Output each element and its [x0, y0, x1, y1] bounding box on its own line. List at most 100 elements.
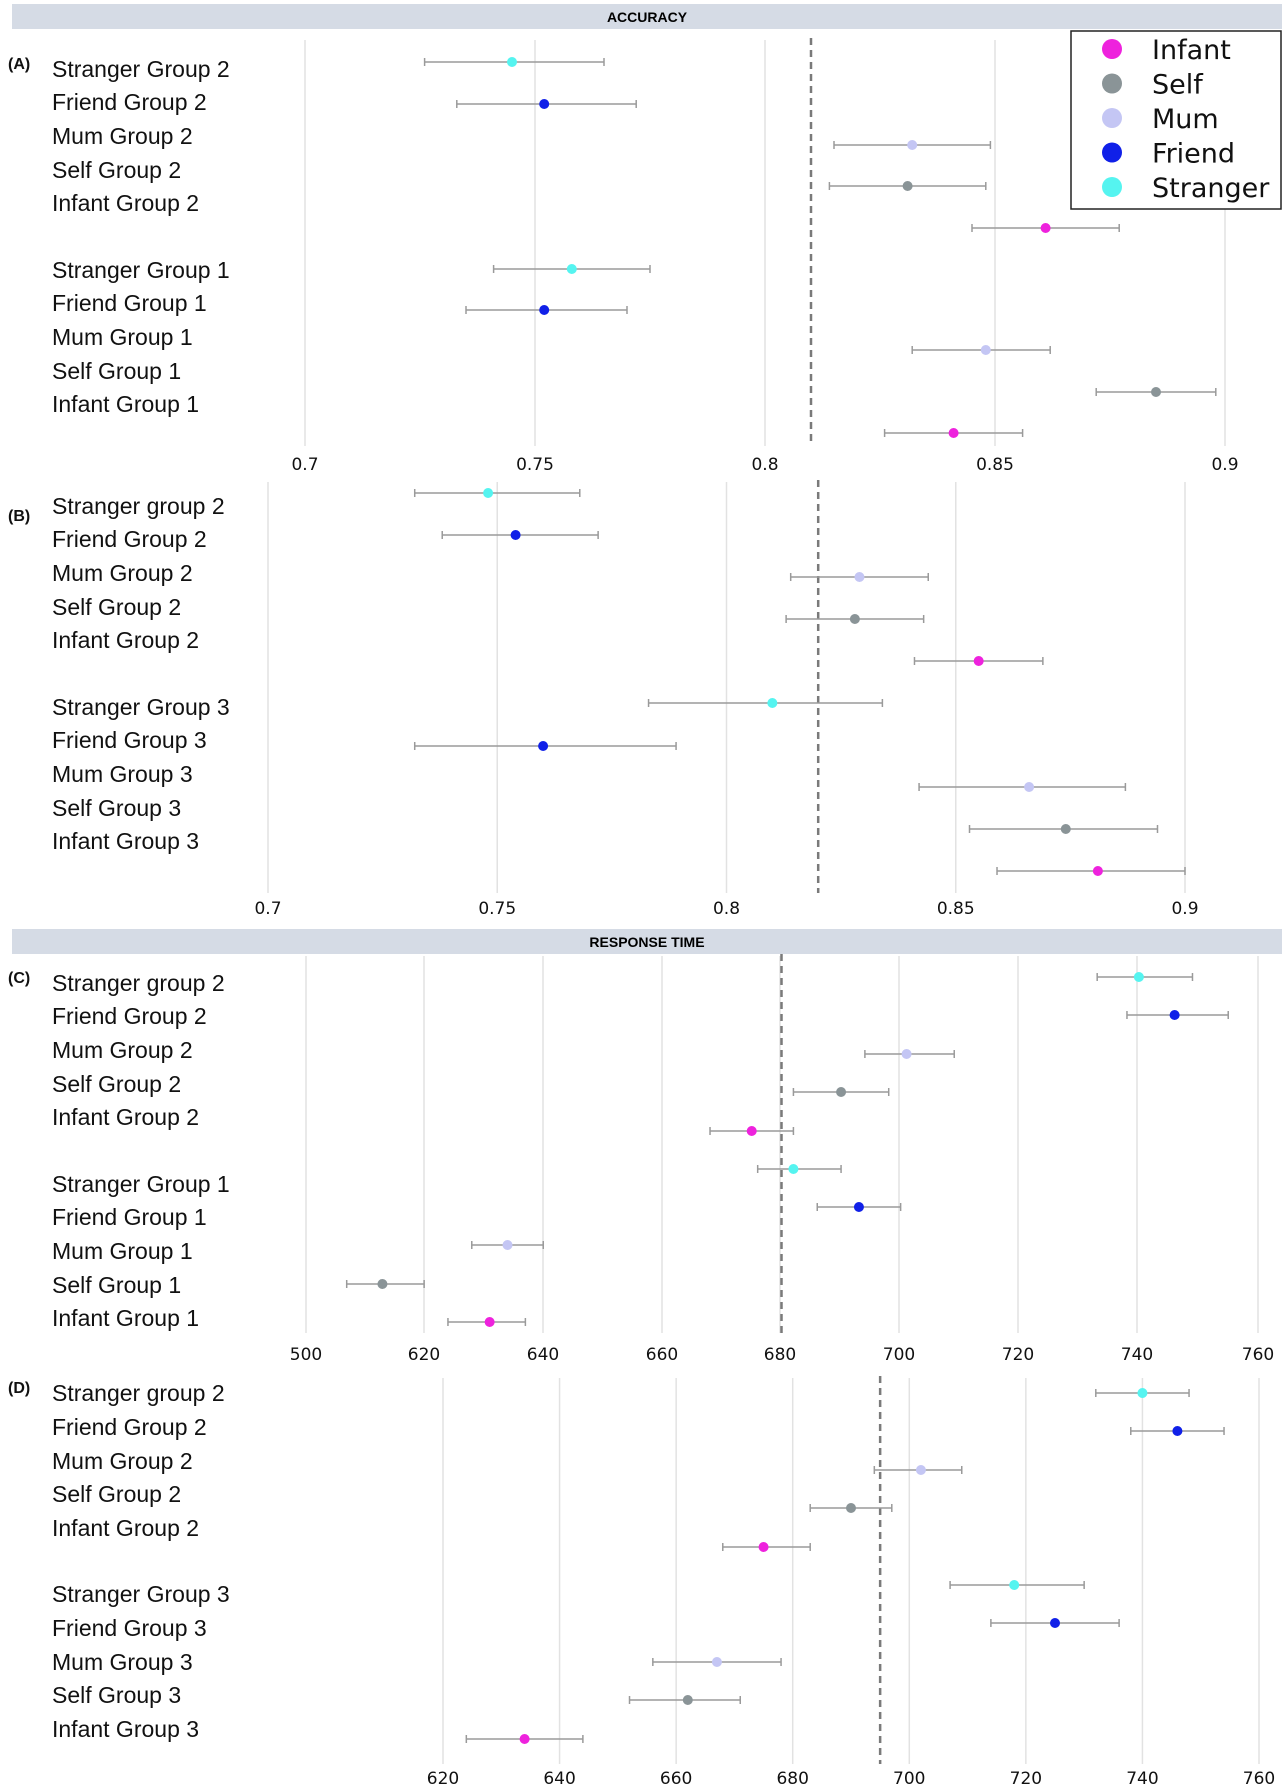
accuracy-banner: ACCURACY — [12, 4, 1282, 29]
point-marker — [1172, 1426, 1183, 1436]
legend-marker — [1102, 73, 1122, 94]
point-marker — [948, 428, 959, 438]
data-point-stranger — [413, 488, 581, 498]
legend-entry-infant: Infant — [1102, 35, 1231, 66]
row-label: Mum Group 2 — [52, 123, 193, 149]
panel-a-points — [423, 57, 1217, 438]
row-label: Self Group 2 — [52, 157, 181, 183]
data-point-stranger — [1096, 972, 1194, 982]
point-marker — [510, 530, 521, 540]
row-label: Mum Group 1 — [52, 1238, 193, 1264]
row-label: Stranger Group 1 — [52, 257, 230, 283]
x-tick-label: 620 — [408, 1345, 440, 1365]
panel-b: 0.7 0.75 0.8 0.85 0.9 (B) Stranger group 2 Frie… — [8, 480, 1199, 919]
legend-label: Mum — [1152, 104, 1219, 135]
panel-c: 500 620 640 660 680 700 720 740 760 (C) Stranger g… — [8, 954, 1274, 1365]
row-label: Stranger group 2 — [52, 1380, 225, 1406]
point-marker — [1009, 1580, 1020, 1590]
data-point-infant — [709, 1126, 795, 1136]
row-label: Friend Group 2 — [52, 1414, 207, 1440]
data-point-friend — [816, 1202, 902, 1212]
point-marker — [538, 741, 549, 751]
x-tick-label: 0.7 — [254, 899, 281, 919]
data-point-mum — [911, 345, 1051, 355]
point-marker — [846, 1503, 856, 1513]
row-label: Friend Group 3 — [52, 1615, 207, 1641]
row-label: Mum Group 3 — [52, 761, 193, 787]
panel-a-row-labels: Stranger Group 2 Friend Group 2 Mum Group … — [52, 56, 230, 417]
panel-letter: (C) — [8, 970, 30, 987]
row-label: Infant Group 1 — [52, 1305, 199, 1331]
row-label: Infant Group 1 — [52, 391, 199, 417]
panel-d: 620 640 660 680 700 720 740 760 (D) Stranger grou… — [8, 1376, 1275, 1788]
response-time-banner-background — [12, 929, 1282, 954]
x-tick-label: 660 — [660, 1769, 692, 1788]
legend-marker — [1102, 142, 1122, 163]
row-label: Mum Group 2 — [52, 560, 193, 586]
point-marker — [1050, 1618, 1060, 1628]
row-label: Infant Group 3 — [52, 1716, 199, 1742]
data-point-self — [968, 824, 1159, 834]
data-point-self — [628, 1695, 742, 1705]
data-point-self — [1095, 387, 1217, 397]
panel-letter: (D) — [8, 1380, 30, 1397]
point-marker — [849, 614, 860, 624]
data-point-infant — [971, 223, 1120, 233]
panel-letter: (B) — [8, 508, 30, 525]
x-tick-label: 0.8 — [751, 455, 778, 475]
accuracy-banner-background — [12, 4, 1282, 29]
point-marker — [915, 1465, 926, 1475]
data-point-infant — [447, 1317, 527, 1327]
point-marker — [682, 1695, 693, 1705]
point-marker — [519, 1734, 530, 1744]
point-marker — [1151, 387, 1161, 397]
point-marker — [1060, 824, 1071, 834]
point-marker — [854, 572, 865, 582]
panel-b-x-axis: 0.7 0.75 0.8 0.85 0.9 — [254, 482, 1199, 919]
row-label: Stranger Group 3 — [52, 1581, 230, 1607]
data-point-stranger — [647, 698, 884, 708]
x-tick-label: 660 — [646, 1345, 678, 1365]
row-label: Infant Group 2 — [52, 627, 199, 653]
data-point-friend — [456, 99, 637, 109]
row-label: Mum Group 1 — [52, 324, 193, 350]
point-marker — [1137, 1388, 1148, 1398]
panel-b-points — [413, 488, 1186, 876]
data-point-mum — [918, 782, 1127, 792]
data-point-infant — [465, 1734, 584, 1744]
response-time-banner: RESPONSE TIME — [12, 929, 1282, 954]
data-point-mum — [833, 140, 992, 150]
x-tick-label: 640 — [543, 1769, 575, 1788]
legend-label: Infant — [1152, 35, 1231, 66]
row-label: Friend Group 1 — [52, 1204, 207, 1230]
panel-letter: (A) — [8, 56, 30, 73]
row-label: Friend Group 2 — [52, 526, 207, 552]
point-marker — [566, 264, 577, 274]
point-marker — [1169, 1010, 1180, 1020]
point-marker — [1024, 782, 1035, 792]
x-tick-label: 720 — [1002, 1345, 1034, 1365]
response-time-banner-title: RESPONSE TIME — [589, 934, 704, 950]
legend-label: Stranger — [1152, 173, 1270, 204]
data-point-self — [828, 181, 987, 191]
x-tick-label: 700 — [883, 1345, 915, 1365]
data-point-stranger — [756, 1164, 842, 1174]
panel-d-row-labels: Stranger group 2 Friend Group 2 Mum Group … — [52, 1380, 230, 1742]
row-label: Self Group 3 — [52, 1682, 181, 1708]
row-label: Self Group 3 — [52, 795, 181, 821]
data-point-mum — [873, 1465, 963, 1475]
point-marker — [1040, 223, 1051, 233]
x-tick-label: 0.75 — [478, 899, 516, 919]
row-label: Friend Group 3 — [52, 727, 207, 753]
data-point-friend — [465, 305, 628, 315]
legend-entry-stranger: Stranger — [1102, 173, 1270, 204]
data-point-self — [809, 1503, 893, 1513]
point-marker — [484, 1317, 495, 1327]
point-marker — [711, 1657, 722, 1667]
panel-c-x-axis: 500 620 640 660 680 700 720 740 760 — [290, 956, 1274, 1365]
panel-d-x-axis: 620 640 660 680 700 720 740 760 — [427, 1378, 1275, 1788]
panel-a: 0.7 0.75 0.8 0.85 0.9 (A) Stranger Group 2 Frie… — [8, 38, 1239, 475]
x-tick-label: 0.85 — [976, 455, 1014, 475]
row-label: Self Group 2 — [52, 1071, 181, 1097]
